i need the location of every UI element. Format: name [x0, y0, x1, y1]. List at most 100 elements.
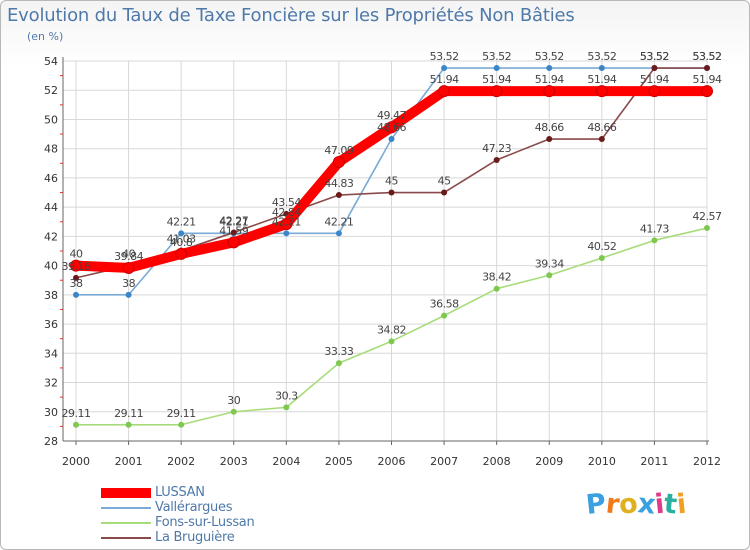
data-label: 45 [385, 175, 398, 188]
data-point [178, 230, 185, 237]
x-tick-label: 2005 [325, 455, 353, 468]
y-tick-label: 46 [44, 172, 58, 185]
data-label: 53.52 [587, 50, 616, 63]
x-tick-label: 2010 [588, 455, 616, 468]
legend-item: Vallérargues [101, 500, 361, 515]
data-point [598, 136, 605, 143]
data-label: 51.94 [430, 73, 459, 86]
data-label: 53.52 [535, 50, 564, 63]
data-point [704, 65, 710, 72]
chart-title: Evolution du Taux de Taxe Foncière sur l… [7, 5, 575, 26]
data-label: 41.73 [640, 222, 669, 235]
data-label: 40 [122, 248, 135, 261]
x-tick-label: 2012 [693, 455, 721, 468]
data-label: 30.3 [275, 389, 298, 402]
data-point [280, 218, 293, 231]
data-point [122, 261, 135, 274]
data-point [230, 408, 237, 415]
y-tick-label: 36 [44, 318, 58, 331]
data-label: 48.66 [535, 121, 564, 134]
legend-label: Vallérargues [155, 500, 233, 515]
legend-label: Fons-sur-Lussan [155, 515, 255, 530]
data-label: 40.8 [170, 236, 193, 249]
proxiti-logo: Proxiti [584, 488, 689, 521]
data-label: 53.52 [640, 50, 669, 63]
x-tick-label: 2003 [220, 455, 248, 468]
data-point [388, 136, 395, 143]
data-label: 33.33 [324, 345, 353, 358]
data-point [178, 421, 185, 428]
data-point [125, 421, 132, 428]
x-tick-label: 2004 [272, 455, 300, 468]
data-point [73, 421, 79, 428]
y-tick-label: 40 [44, 260, 58, 273]
data-point [388, 338, 395, 345]
y-tick-label: 50 [44, 113, 58, 126]
data-label: 29.11 [62, 407, 91, 420]
data-label: 29.11 [114, 407, 143, 420]
legend-swatch [101, 507, 151, 509]
data-point [73, 291, 79, 298]
data-label: 53.52 [640, 50, 669, 63]
data-point [125, 291, 132, 298]
plot-area [63, 61, 707, 441]
data-label: 47.23 [482, 142, 511, 155]
data-point [546, 272, 553, 279]
logo-letter: i [675, 488, 689, 521]
data-point [598, 255, 605, 262]
legend-label: La Bruguière [155, 530, 235, 545]
data-label: 48.66 [377, 121, 406, 134]
data-point [493, 156, 500, 163]
legend-item: LUSSAN [101, 485, 361, 500]
data-label: 51.94 [693, 73, 722, 86]
data-label: 42.21 [219, 215, 248, 228]
x-tick-label: 2009 [535, 455, 563, 468]
data-label: 43.54 [272, 196, 301, 209]
data-label: 45 [438, 175, 451, 188]
data-label: 51.94 [482, 73, 511, 86]
legend-swatch [101, 537, 151, 539]
data-point [332, 155, 345, 168]
data-label: 53.52 [693, 50, 722, 63]
x-tick-label: 2011 [640, 455, 668, 468]
legend-item: Fons-sur-Lussan [101, 515, 361, 530]
y-tick-label: 32 [44, 377, 58, 390]
data-point [546, 136, 553, 143]
data-point [648, 85, 661, 98]
y-tick-label: 30 [44, 406, 58, 419]
data-label: 53.52 [693, 50, 722, 63]
data-label: 39.16 [62, 260, 91, 273]
data-point [441, 65, 448, 72]
data-point [493, 65, 500, 72]
y-tick-label: 42 [44, 230, 58, 243]
data-point [441, 312, 448, 319]
data-label: 42.84 [272, 206, 301, 219]
data-point [335, 192, 342, 199]
x-tick-label: 2002 [167, 455, 195, 468]
data-label: 40 [70, 248, 83, 261]
y-tick-label: 28 [44, 435, 58, 448]
data-point [70, 259, 82, 272]
data-label: 51.94 [535, 73, 564, 86]
data-point [651, 65, 658, 72]
y-tick-label: 52 [44, 84, 58, 97]
data-point [385, 121, 398, 134]
x-tick-label: 2006 [378, 455, 406, 468]
data-label: 49.47 [377, 109, 406, 122]
data-label: 38 [70, 277, 83, 290]
x-tick-label: 2001 [115, 455, 143, 468]
data-label: 44.83 [324, 177, 353, 190]
data-label: 53.52 [430, 50, 459, 63]
data-point [438, 85, 451, 98]
x-tick-label: 2000 [62, 455, 90, 468]
data-point [493, 285, 500, 292]
series-2 [73, 225, 710, 428]
y-tick-label: 48 [44, 143, 58, 156]
data-label: 40.52 [587, 240, 616, 253]
legend-item: La Bruguière [101, 530, 361, 545]
series-0 [70, 85, 713, 274]
data-point [701, 85, 713, 98]
data-point [651, 237, 658, 244]
data-label: 36.58 [430, 298, 459, 311]
